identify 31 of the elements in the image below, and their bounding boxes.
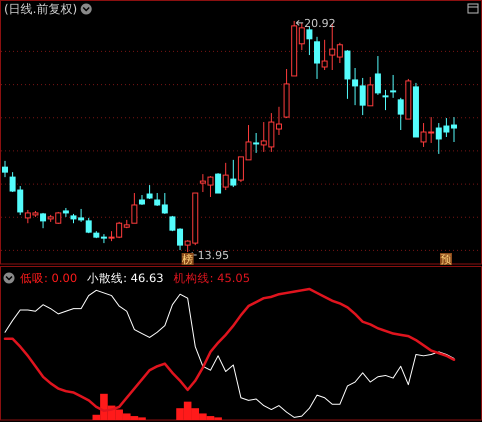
candlestick bbox=[162, 192, 168, 214]
candlestick bbox=[314, 36, 320, 80]
candlestick bbox=[40, 212, 46, 229]
series-label: 机构线: 45.05 bbox=[174, 271, 250, 285]
candlestick bbox=[367, 76, 374, 106]
candlestick bbox=[374, 56, 381, 96]
candlestick bbox=[55, 211, 62, 224]
chart-title: (日线.前复权) bbox=[4, 2, 78, 16]
candlestick bbox=[306, 26, 312, 56]
candlestick bbox=[222, 162, 229, 191]
candlestick bbox=[2, 160, 8, 178]
annotation: 20.92 bbox=[304, 16, 336, 30]
candlestick bbox=[260, 122, 267, 152]
annotation: 13.95 bbox=[198, 249, 230, 262]
candlestick bbox=[336, 42, 343, 64]
candlestick bbox=[230, 159, 236, 188]
candlestick bbox=[298, 22, 305, 51]
candlestick bbox=[390, 74, 396, 98]
candlestick bbox=[86, 217, 92, 234]
candlestick bbox=[398, 97, 404, 131]
candlestick bbox=[138, 194, 145, 206]
series-label: 小散线: 46.63 bbox=[87, 271, 164, 285]
candlestick bbox=[253, 132, 260, 154]
candlestick bbox=[382, 89, 389, 111]
candlestick bbox=[322, 39, 328, 70]
text: 低吸: 0.00 bbox=[20, 271, 78, 285]
candlestick bbox=[154, 192, 160, 206]
candlestick bbox=[215, 172, 222, 194]
candlestick bbox=[146, 184, 153, 200]
candlestick bbox=[184, 240, 191, 253]
candlestick bbox=[131, 192, 138, 224]
